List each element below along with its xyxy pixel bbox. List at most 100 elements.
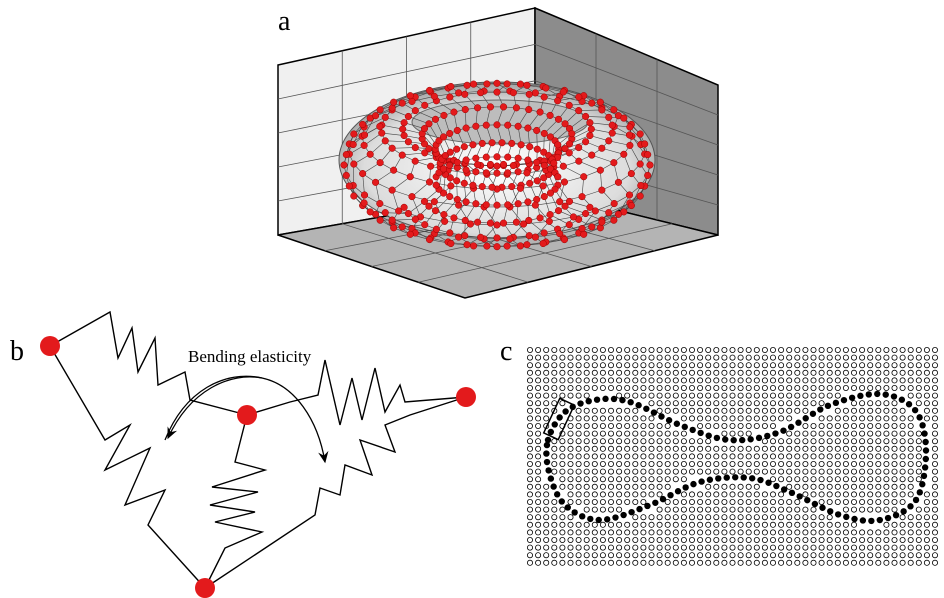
lattice-site [633, 347, 638, 352]
mesh-node [463, 125, 470, 132]
lattice-site [657, 461, 662, 466]
lattice-site [600, 431, 605, 436]
lattice-site [730, 431, 735, 436]
lattice-site [746, 530, 751, 535]
lattice-site [754, 370, 759, 375]
lattice-site [770, 408, 775, 413]
lattice-site [536, 385, 541, 390]
lattice-site [851, 537, 856, 542]
lattice-site [787, 522, 792, 527]
lattice-site [665, 423, 670, 428]
lattice-site [754, 507, 759, 512]
lattice-site [633, 492, 638, 497]
lattice-site [835, 477, 840, 482]
mesh-node [550, 160, 557, 167]
lattice-site [803, 401, 808, 406]
nodes [40, 336, 476, 598]
mesh-node [524, 82, 531, 89]
lattice-site [803, 363, 808, 368]
lattice-site [536, 416, 541, 421]
lattice-site [868, 484, 873, 489]
mesh-node [541, 193, 548, 200]
lattice-site [714, 408, 719, 413]
bead [658, 413, 664, 419]
lattice-site [722, 560, 727, 565]
lattice-site [673, 378, 678, 383]
lattice-site [803, 530, 808, 535]
lattice-site [527, 553, 532, 558]
lattice-site [536, 431, 541, 436]
mesh-node [588, 126, 595, 133]
lattice-site [843, 363, 848, 368]
lattice-site [819, 378, 824, 383]
lattice-site [536, 545, 541, 550]
mesh-node [517, 81, 524, 88]
lattice-site [908, 454, 913, 459]
lattice-site [633, 553, 638, 558]
lattice-site [608, 446, 613, 451]
lattice-site [860, 499, 865, 504]
lattice-site [722, 416, 727, 421]
mesh-node [626, 192, 633, 199]
lattice-site [584, 507, 589, 512]
lattice-site [560, 560, 565, 565]
lattice-site [527, 423, 532, 428]
bead [628, 509, 634, 515]
lattice-site [714, 416, 719, 421]
mesh-node [525, 157, 532, 164]
lattice-site [876, 530, 881, 535]
lattice-site [827, 522, 832, 527]
mesh-node [562, 203, 569, 210]
lattice-site [892, 370, 897, 375]
lattice-site [665, 477, 670, 482]
lattice-site [600, 522, 605, 527]
lattice-site [819, 370, 824, 375]
lattice-site [851, 408, 856, 413]
lattice-site [560, 537, 565, 542]
mesh-node [524, 241, 531, 248]
mesh-node [483, 122, 490, 129]
lattice-site [811, 423, 816, 428]
mesh-node [483, 170, 490, 177]
lattice-site [544, 537, 549, 542]
spring [205, 415, 265, 588]
mesh-node [533, 127, 540, 134]
lattice-site [868, 431, 873, 436]
lattice-site [568, 423, 573, 428]
mesh-node [500, 104, 507, 111]
lattice-site [673, 454, 678, 459]
lattice-site [868, 499, 873, 504]
mesh-node [346, 183, 353, 190]
lattice-site [649, 461, 654, 466]
mesh-node [611, 200, 618, 207]
lattice-site [641, 537, 646, 542]
lattice-site [884, 355, 889, 360]
lattice-site [876, 431, 881, 436]
lattice-site [835, 530, 840, 535]
bead [722, 436, 728, 442]
mesh-node [524, 170, 531, 177]
lattice-site [892, 416, 897, 421]
lattice-site [584, 446, 589, 451]
bead [675, 488, 681, 494]
lattice-site [681, 530, 686, 535]
lattice-site [560, 522, 565, 527]
lattice-site [754, 401, 759, 406]
lattice-site [811, 401, 816, 406]
lattice-site [681, 499, 686, 504]
lattice-site [811, 492, 816, 497]
lattice-site [860, 347, 865, 352]
lattice-site [746, 515, 751, 520]
lattice-site [924, 560, 929, 565]
lattice-site [803, 408, 808, 413]
lattice-site [892, 423, 897, 428]
lattice-site [843, 378, 848, 383]
lattice-site [714, 522, 719, 527]
lattice-site [787, 499, 792, 504]
lattice-site [698, 522, 703, 527]
lattice-site [827, 355, 832, 360]
lattice-site [843, 408, 848, 413]
lattice-site [689, 515, 694, 520]
lattice-site [657, 401, 662, 406]
lattice-site [900, 454, 905, 459]
